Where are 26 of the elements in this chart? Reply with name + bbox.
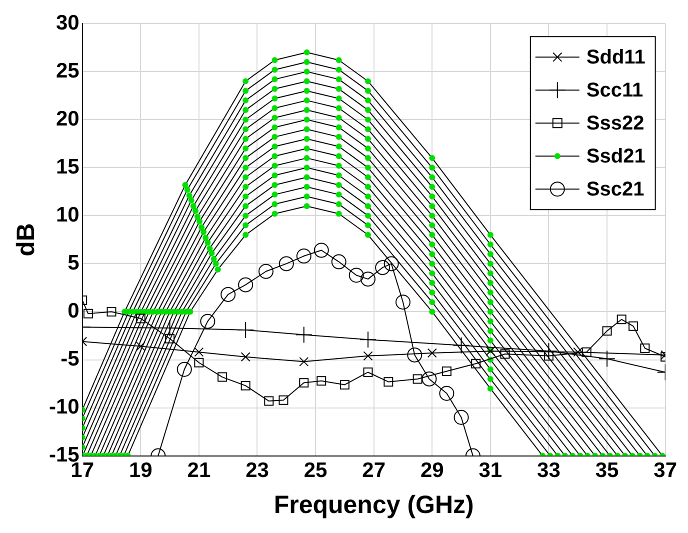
y-tick-label: 15 bbox=[56, 155, 80, 178]
y-axis-title: dB bbox=[12, 223, 40, 256]
legend-label: Sss22 bbox=[586, 112, 644, 135]
x-tick-label: 31 bbox=[478, 459, 502, 482]
x-tick-label: 23 bbox=[246, 459, 269, 482]
y-tick-label: 30 bbox=[56, 11, 80, 34]
y-tick-label: 10 bbox=[56, 203, 80, 226]
y-tick-label: 0 bbox=[68, 300, 80, 323]
y-tick-label: -10 bbox=[48, 396, 80, 419]
x-axis-title: Frequency (GHz) bbox=[274, 490, 474, 519]
x-tick-label: 35 bbox=[595, 459, 620, 482]
y-tick-label: 5 bbox=[68, 252, 80, 275]
legend-label: Scc11 bbox=[586, 80, 644, 102]
x-tick-label: 29 bbox=[420, 459, 444, 482]
x-tick-label: 37 bbox=[654, 459, 677, 482]
y-tick-label: 25 bbox=[56, 59, 80, 82]
x-tick-label: 27 bbox=[362, 459, 386, 482]
legend-label: Ssc21 bbox=[586, 178, 644, 201]
x-tick-label: 33 bbox=[537, 459, 560, 482]
legend-label: Ssd21 bbox=[586, 146, 646, 168]
y-tick-label: 20 bbox=[56, 107, 80, 130]
x-tick-label: 25 bbox=[304, 459, 328, 482]
x-tick-label: 19 bbox=[128, 459, 152, 482]
x-tick-label: 21 bbox=[187, 459, 211, 482]
y-tick-label: -5 bbox=[60, 348, 80, 371]
legend-label: Sdd11 bbox=[586, 46, 646, 69]
